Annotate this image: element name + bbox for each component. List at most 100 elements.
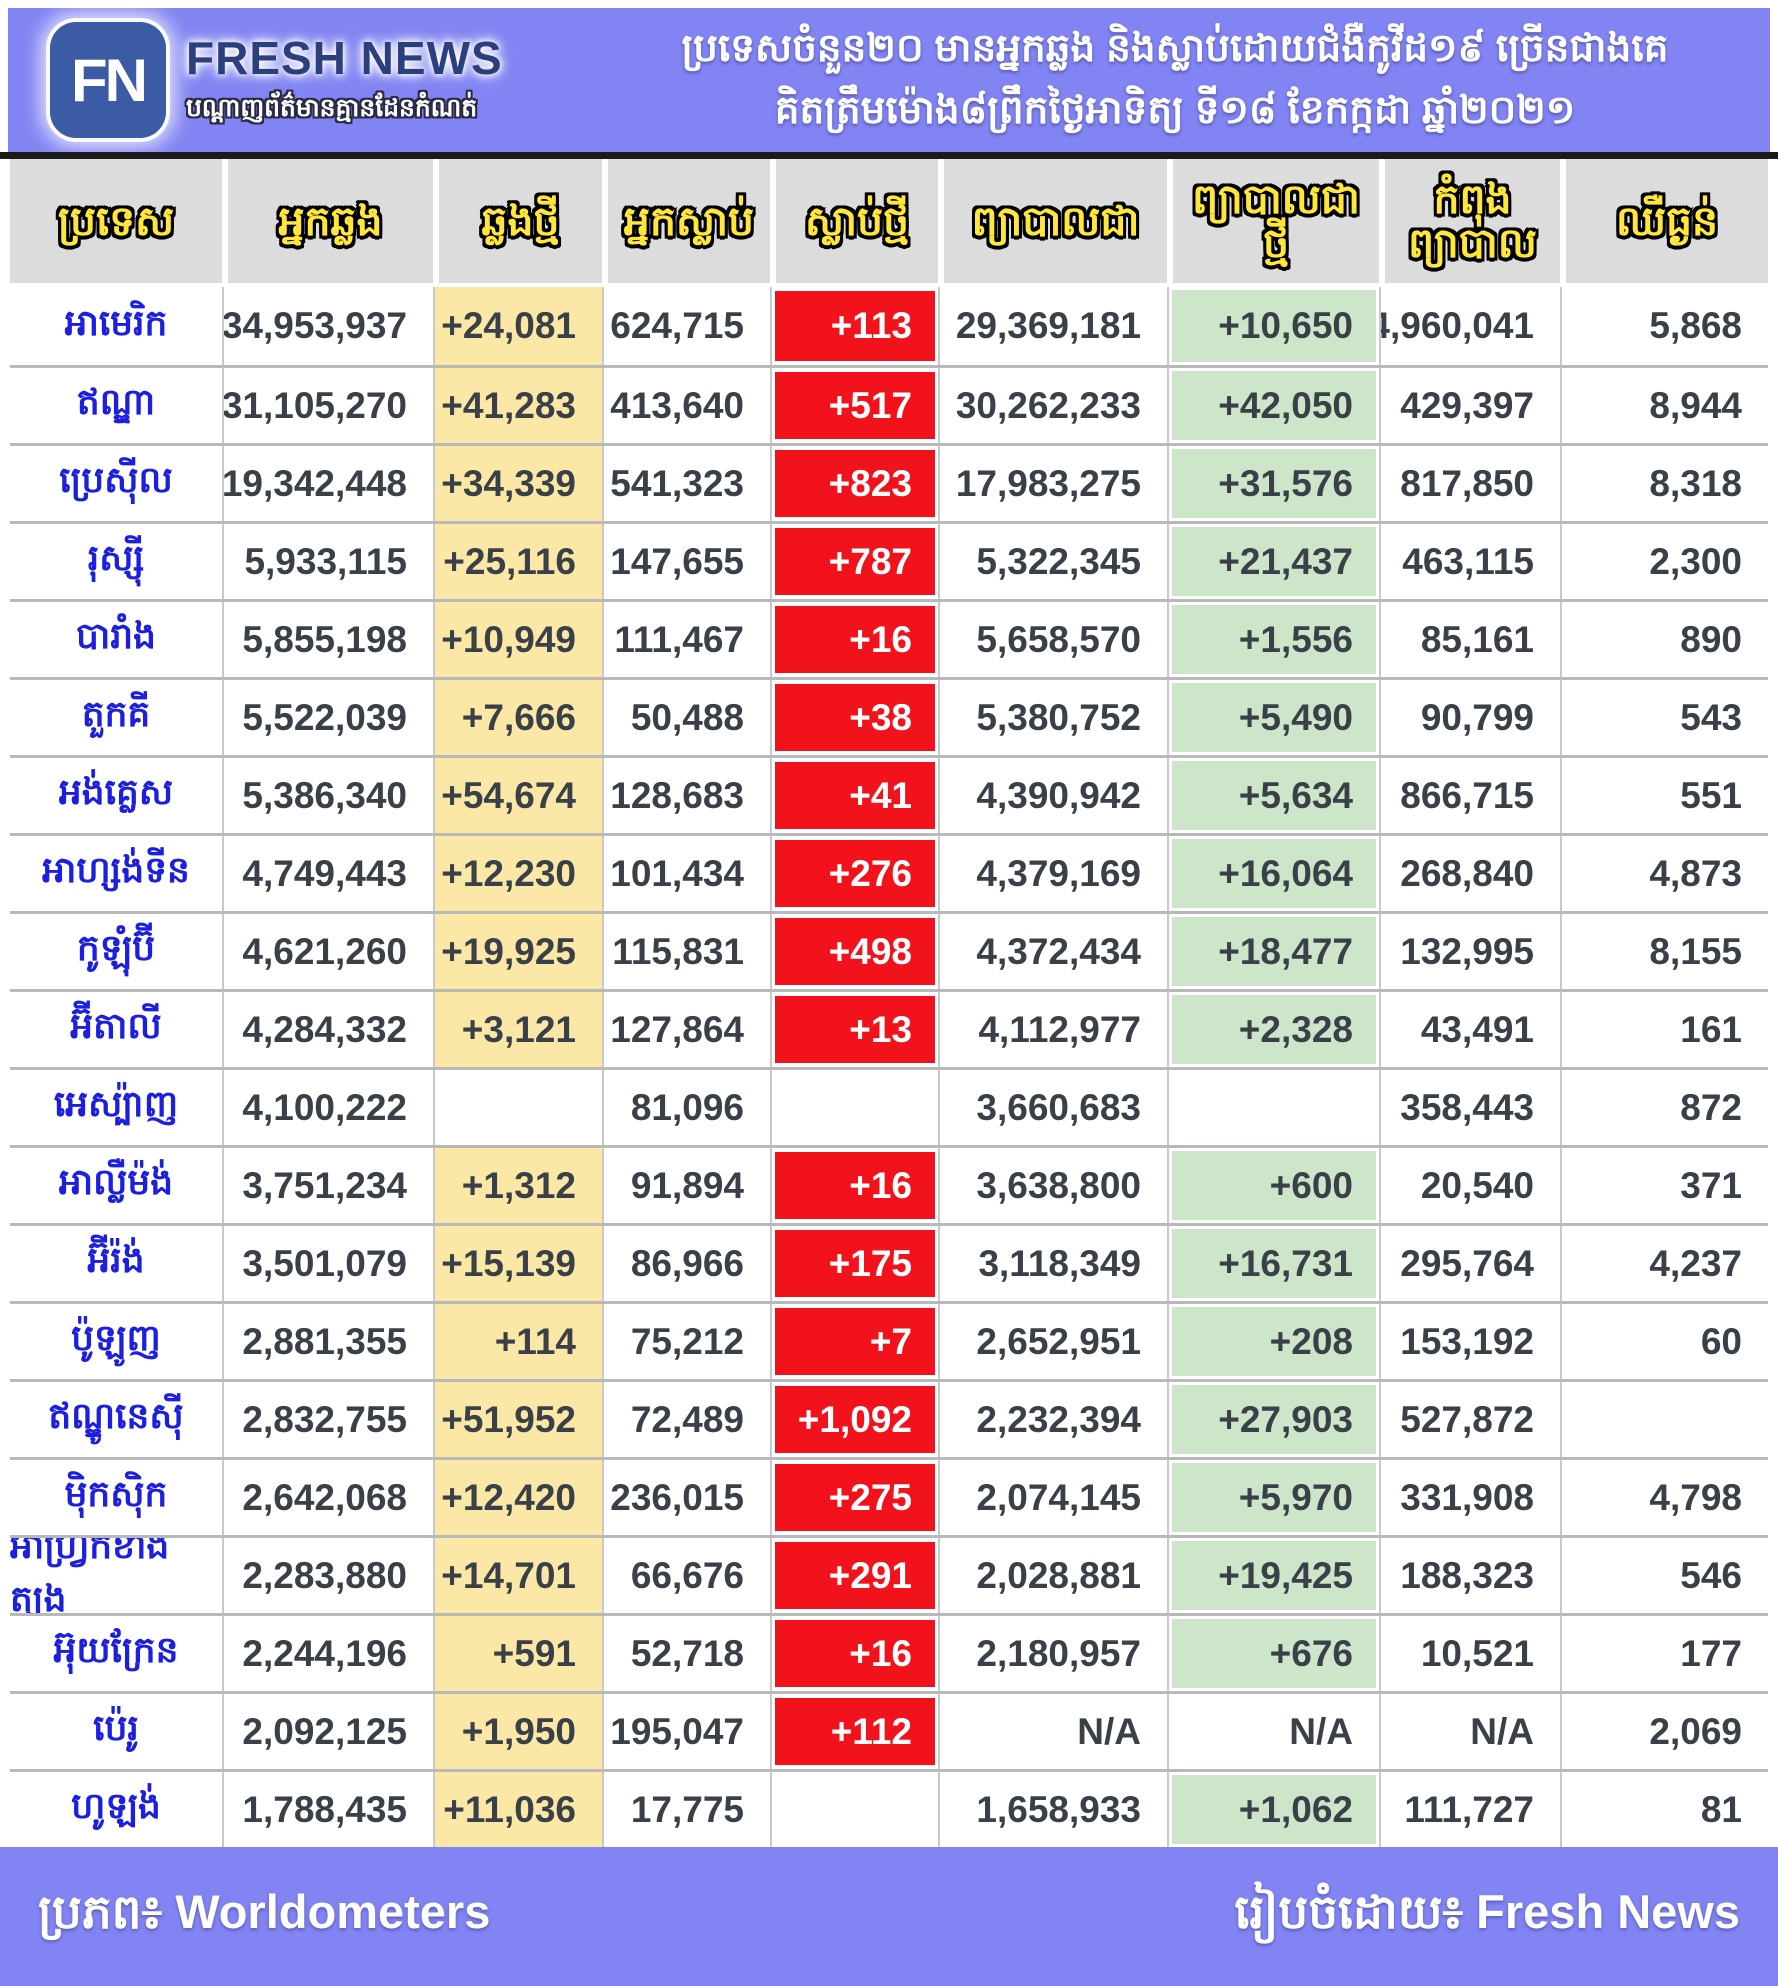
cell-value: +42,050 (1218, 384, 1353, 426)
cell-value: +19,925 (441, 930, 576, 972)
fresh-news-logo: FN FRESH NEWS បណ្តាញព័ត៌មានគ្មានដែនកំណត់ (8, 22, 608, 138)
cell-recovered: 2,074,145 (938, 1460, 1167, 1535)
cell-infected: 3,501,079 (222, 1226, 433, 1301)
table-row: អង់គ្លេស 5,386,340 +54,674 128,683 +41 4,390,… (10, 755, 1768, 833)
cell-new_recovered: +16,064 (1167, 836, 1379, 911)
header-cell-recovered: ព្យាបាលជា (938, 159, 1167, 283)
cell-value: +10,949 (441, 618, 576, 660)
cell-value: អាហ្សង់ទីន (42, 849, 190, 890)
cell-new_deaths: +291 (770, 1538, 938, 1613)
cell-value: អ៊ីរ៉ង់ (87, 1239, 145, 1280)
cell-value: 30,262,233 (955, 384, 1141, 426)
cell-deaths: 52,718 (602, 1616, 770, 1691)
cell-value: ហូឡង់ (71, 1785, 161, 1826)
cell-value: +34,339 (441, 462, 576, 504)
cell-value: ឥណ្ឌូនេស៊ី (48, 1395, 184, 1436)
cell-active: 153,192 (1379, 1304, 1560, 1379)
cell-value: +31,576 (1218, 462, 1353, 504)
cell-active: 85,161 (1379, 602, 1560, 677)
cell-value: +24,081 (441, 305, 576, 346)
cell-recovered: 5,322,345 (938, 524, 1167, 599)
cell-new_cases: +12,420 (433, 1460, 602, 1535)
cell-value: 4,284,332 (242, 1008, 407, 1050)
cell-value: +16,731 (1218, 1242, 1353, 1284)
table-row: ហូឡង់ 1,788,435 +11,036 17,775 1,658,933 +1,0… (10, 1769, 1768, 1847)
cell-new_recovered: +21,437 (1167, 524, 1379, 599)
cell-value: 17,983,275 (955, 462, 1141, 504)
cell-new_cases: +24,081 (433, 287, 602, 365)
cell-value: +498 (828, 930, 912, 972)
cell-new_deaths: +13 (770, 992, 938, 1067)
cell-value: +14,701 (441, 1554, 576, 1596)
cell-new_deaths: +113 (770, 287, 938, 365)
cell-value: អាមេរិក (64, 301, 168, 343)
cell-new_cases (433, 1070, 602, 1145)
cell-value: +112 (830, 1710, 912, 1752)
cell-value: 111,727 (1404, 1788, 1534, 1830)
cell-value: 4,960,041 (1379, 305, 1534, 346)
header-cell-infected: អ្នកឆ្លង (222, 159, 433, 283)
cell-new_cases: +1,312 (433, 1148, 602, 1223)
cell-value: N/A (1289, 1710, 1353, 1752)
cell-value: 188,323 (1400, 1554, 1534, 1596)
cell-value: អេស្ប៉ាញ (53, 1083, 179, 1124)
cell-new_recovered: +42,050 (1167, 368, 1379, 443)
cell-value: +11,036 (443, 1788, 576, 1830)
covid-table: ប្រទេស អ្នកឆ្លង ឆ្លងថ្មី អ្នកស្លាប់ ស្លាប់ថ្… (10, 159, 1768, 1847)
cell-value: កូឡុំប៊ី (76, 927, 156, 968)
cell-country: អាមេរិក (10, 287, 222, 365)
cell-infected: 5,522,039 (222, 680, 433, 755)
cell-value: +21,437 (1218, 540, 1353, 582)
cell-value: 4,749,443 (242, 852, 407, 894)
page-title: ប្រទេសចំនួន២០ មានអ្នកឆ្លង និងស្លាប់ដោយជំ… (608, 18, 1770, 143)
prepared-by-label: រៀបចំដោយ៖ Fresh News (1234, 1885, 1740, 1938)
cell-value: +5,970 (1238, 1476, 1353, 1518)
cell-active: 90,799 (1379, 680, 1560, 755)
cell-value: 4,112,977 (978, 1008, 1141, 1050)
cell-critical: 81 (1560, 1772, 1768, 1847)
cell-critical: 161 (1560, 992, 1768, 1067)
cell-value: 2,832,755 (242, 1398, 407, 1440)
fn-logo-icon: FN (50, 22, 166, 138)
cell-value: 111,467 (614, 618, 744, 660)
cell-recovered: 4,379,169 (938, 836, 1167, 911)
cell-value: +16 (849, 1632, 912, 1674)
cell-value: ប៉េរូ (93, 1707, 139, 1748)
cell-active: 132,995 (1379, 914, 1560, 989)
cell-active: N/A (1379, 1694, 1560, 1769)
cell-new_recovered: +19,425 (1167, 1538, 1379, 1613)
cell-value: 2,244,196 (242, 1632, 407, 1674)
cell-value: 5,322,345 (976, 540, 1141, 582)
cell-value: 872 (1680, 1086, 1742, 1128)
cell-value: 101,434 (610, 852, 744, 894)
cell-value: +16,064 (1218, 852, 1353, 894)
table-row: អ៊ីតាលី 4,284,332 +3,121 127,864 +13 4,112,97… (10, 989, 1768, 1067)
cell-value: +175 (828, 1242, 912, 1284)
cell-deaths: 624,715 (602, 287, 770, 365)
cell-recovered: 4,372,434 (938, 914, 1167, 989)
cell-country: អេស្ប៉ាញ (10, 1070, 222, 1145)
cell-critical: 2,300 (1560, 524, 1768, 599)
cell-recovered: 5,380,752 (938, 680, 1167, 755)
cell-value: +19,425 (1218, 1554, 1353, 1596)
cell-value: +12,420 (441, 1476, 576, 1518)
cell-active: 866,715 (1379, 758, 1560, 833)
cell-active: 331,908 (1379, 1460, 1560, 1535)
cell-value: 147,655 (610, 540, 744, 582)
cell-value: +275 (828, 1476, 912, 1518)
cell-critical: 371 (1560, 1148, 1768, 1223)
cell-value: +114 (494, 1320, 576, 1362)
table-row: អ៊ុយក្រែន 2,244,196 +591 52,718 +16 2,180,957… (10, 1613, 1768, 1691)
cell-value: 2,028,881 (976, 1554, 1141, 1596)
cell-value: 75,212 (630, 1320, 744, 1362)
cell-value: 527,872 (1400, 1398, 1534, 1440)
cell-critical: 8,944 (1560, 368, 1768, 443)
cell-deaths: 413,640 (602, 368, 770, 443)
cell-active: 20,540 (1379, 1148, 1560, 1223)
cell-new_deaths: +275 (770, 1460, 938, 1535)
cell-value: រុស្ស៊ី (87, 537, 145, 578)
cell-value: +16 (849, 1164, 912, 1206)
cell-value: 81 (1700, 1788, 1742, 1830)
cell-infected: 2,642,068 (222, 1460, 433, 1535)
cell-value: 8,318 (1649, 462, 1742, 504)
